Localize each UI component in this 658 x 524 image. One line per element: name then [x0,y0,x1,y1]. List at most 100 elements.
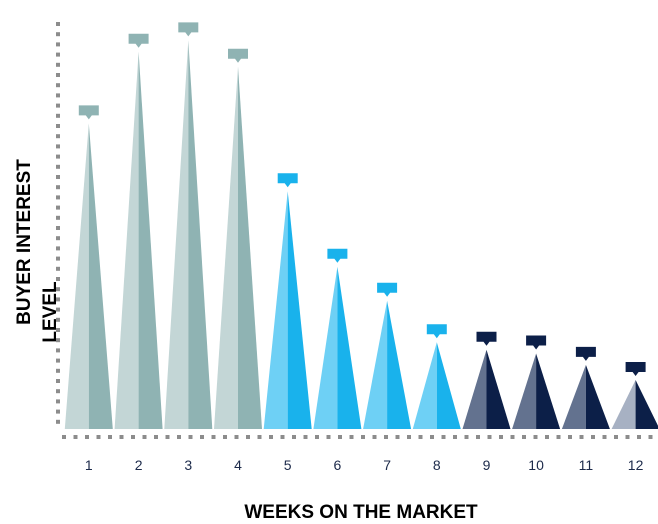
y-axis-dot [56,124,60,128]
peak-marker [625,362,646,376]
y-axis-title-line-2: LEVEL [40,281,61,343]
bar-right-face [387,300,412,429]
x-axis-dot [119,435,124,439]
x-axis-dot [223,435,227,439]
x-tick-label: 8 [433,457,441,473]
x-axis-dot [464,435,469,439]
bar-8 [412,324,461,429]
bar-right-face [337,266,362,429]
x-tick-label: 7 [383,457,391,473]
bar-right-face [138,51,163,429]
x-axis-dot [200,435,204,439]
y-axis-dot [56,185,60,190]
bar-9 [462,331,511,429]
y-axis-dot [56,113,60,118]
peak-marker [377,282,398,297]
y-axis-dot [56,338,60,343]
bar-left-face [611,380,636,429]
bar-left-face [164,40,189,430]
peak-marker [476,331,497,346]
x-axis-dot [418,435,423,439]
y-axis-dot [56,22,60,26]
y-axis-dot [56,144,60,149]
x-tick-label: 4 [234,457,242,473]
x-tick-label: 5 [284,457,292,473]
bar-left-face [214,66,238,430]
peak-marker [327,248,348,263]
x-axis-dot [108,435,112,439]
y-axis-dot [56,236,60,241]
x-axis-dot [62,435,66,439]
y-axis-dot [56,317,60,322]
peak-marker [526,335,547,350]
chart-axes [56,22,653,439]
y-axis-dot [56,368,60,373]
x-axis-dot [395,435,400,439]
y-axis-dot [56,389,60,394]
x-axis-dot [545,435,549,439]
peak-marker [575,346,596,361]
x-tick-label: 3 [184,457,192,473]
y-axis-dot [56,226,60,230]
y-axis-dot [56,358,60,363]
bar-left-face [512,353,537,429]
x-axis-dot [556,435,561,439]
y-axis-dot [56,307,60,312]
y-axis-dot [56,32,60,37]
x-axis-dot [430,435,434,439]
y-axis-dot [56,379,60,383]
x-axis-dot [280,435,285,439]
bar-right-face [486,349,511,429]
y-axis-dot [56,205,60,210]
x-axis-dot [441,435,446,439]
x-axis-dot [142,435,147,439]
x-axis-dot [499,435,503,439]
x-axis-dot [637,435,641,439]
x-axis-dot [476,435,480,439]
x-axis-dot [315,435,319,439]
y-axis-dot [56,42,60,47]
bar-4 [214,48,262,430]
bar-left-face [363,300,388,429]
y-axis-dot [56,175,60,179]
y-axis-dot [56,409,60,414]
peak-marker [128,33,149,48]
peak-marker [78,105,99,120]
bar-1 [64,105,113,430]
x-axis-dot [211,435,216,439]
x-axis-dot [234,435,239,439]
bar-7 [363,282,412,429]
bar-right-face [585,364,610,429]
bar-left-face [561,364,586,429]
y-axis-dot [56,103,60,108]
x-axis-dot [533,435,538,439]
y-axis-title-line-1: BUYER INTEREST [14,159,35,325]
x-axis-dot [614,435,618,439]
y-axis-dot [56,348,60,353]
x-axis-dot [372,435,377,439]
bar-11 [561,346,610,429]
y-axis-dot [56,419,60,424]
y-axis-dot [56,154,60,159]
x-axis-dot [510,435,515,439]
x-axis-dot [96,435,101,439]
x-axis-dot [579,435,584,439]
y-axis-dot [56,164,60,169]
bar-right-face [436,342,461,429]
x-tick-label: 9 [483,457,491,473]
x-axis-dot [303,435,308,439]
x-axis-dot [326,435,331,439]
bar-right-face [287,191,312,429]
bar-left-face [462,349,487,429]
x-axis-dot [292,435,296,439]
bar-right-face [635,380,658,429]
y-axis-title: BUYER INTEREST [14,159,35,325]
peak-marker [228,48,248,63]
bar-6 [313,248,362,429]
x-axis-dot [522,435,526,439]
y-axis-dot [56,246,60,251]
bar-right-face [238,66,262,430]
peak-marker [426,324,447,339]
x-axis-dot [338,435,342,439]
bar-left-face [263,191,288,429]
